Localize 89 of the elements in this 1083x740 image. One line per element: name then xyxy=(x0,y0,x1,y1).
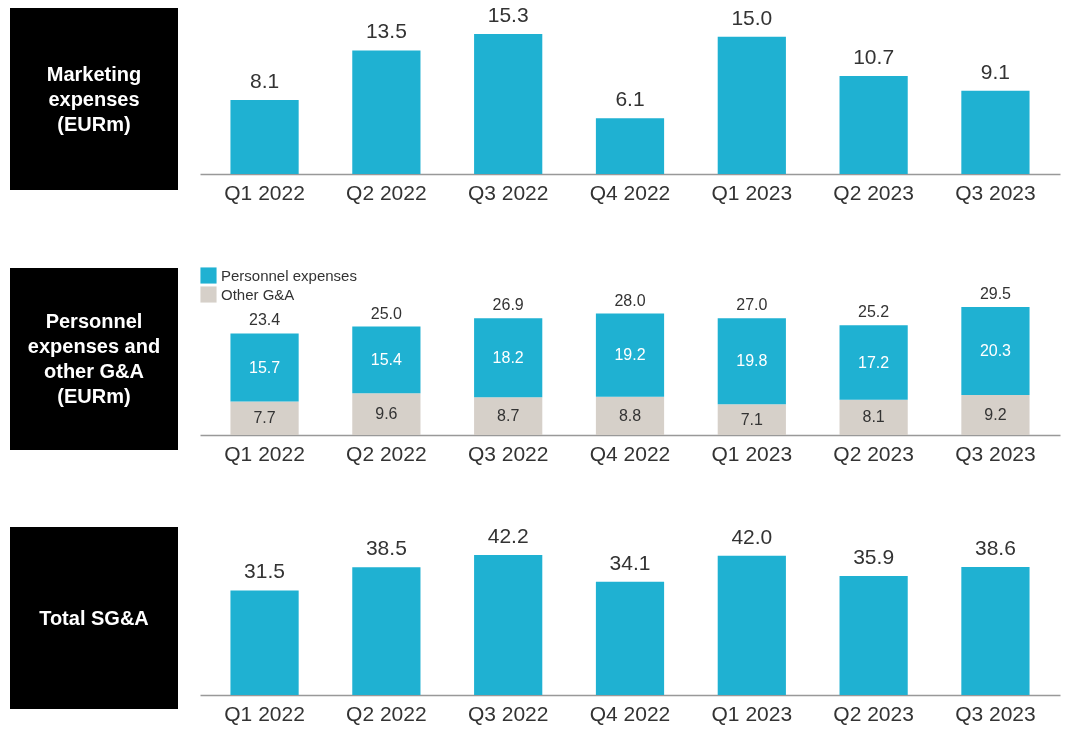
x-tick-label: Q2 2023 xyxy=(833,701,914,725)
data-label: 15.0 xyxy=(731,5,773,29)
total-label: 29.5 xyxy=(979,285,1012,302)
bar xyxy=(230,590,299,695)
data-label: 38.5 xyxy=(365,536,407,560)
bar xyxy=(961,307,1030,396)
legend-label: Personnel expenses xyxy=(221,266,357,284)
bar xyxy=(961,90,1030,174)
data-label: 42.0 xyxy=(731,524,773,548)
x-tick-label: Q3 2023 xyxy=(955,441,1036,465)
legend-label: Other G&A xyxy=(221,285,295,303)
bar xyxy=(595,581,665,695)
x-tick-label: Q2 2022 xyxy=(346,441,427,465)
data-label: 9.6 xyxy=(375,405,398,423)
x-tick-label: Q3 2023 xyxy=(955,701,1036,725)
data-label: 15.4 xyxy=(370,350,403,368)
data-label: 13.5 xyxy=(365,19,407,43)
data-label: 35.9 xyxy=(853,544,895,568)
bar xyxy=(595,396,665,435)
bar xyxy=(717,404,786,435)
x-tick-label: Q1 2023 xyxy=(711,441,793,465)
bar xyxy=(717,36,786,174)
x-tick-label: Q4 2022 xyxy=(589,701,671,725)
total-label: 23.4 xyxy=(248,311,281,329)
bar xyxy=(595,118,665,174)
data-label: 19.2 xyxy=(614,346,646,364)
bar xyxy=(352,567,421,695)
data-label: 38.6 xyxy=(975,535,1016,559)
x-tick-label: Q3 2022 xyxy=(467,701,549,725)
data-label: 19.8 xyxy=(736,352,768,370)
data-label: 7.1 xyxy=(740,410,764,428)
data-label: 34.1 xyxy=(609,550,651,574)
text: Personnel expenses and other G&A (EURm) xyxy=(10,268,178,450)
x-tick-label: Q1 2023 xyxy=(711,701,793,725)
x-tick-label: Q4 2022 xyxy=(589,441,671,465)
data-label: 6.1 xyxy=(615,87,645,111)
data-label: 9.1 xyxy=(980,59,1011,83)
data-label: 8.1 xyxy=(862,408,885,426)
bar xyxy=(230,99,299,174)
data-label: 9.2 xyxy=(984,406,1007,424)
bar xyxy=(839,399,908,435)
bar xyxy=(474,34,543,174)
bar xyxy=(230,401,299,435)
data-label: 31.5 xyxy=(244,559,285,583)
bar xyxy=(961,395,1030,435)
bar xyxy=(474,397,543,435)
x-tick-label: Q2 2022 xyxy=(346,180,427,204)
total-label: 27.0 xyxy=(736,296,768,314)
bar xyxy=(352,50,421,174)
x-tick-label: Q4 2022 xyxy=(589,180,671,204)
bar xyxy=(717,318,786,405)
text: Marketing expenses (EURm) xyxy=(10,8,178,190)
data-label: 8.7 xyxy=(497,407,520,425)
x-tick-label: Q1 2022 xyxy=(224,701,305,725)
data-label: 42.2 xyxy=(487,524,529,547)
data-label: 20.3 xyxy=(979,342,1012,360)
bar xyxy=(595,313,665,397)
bar xyxy=(717,555,786,695)
data-label: 15.7 xyxy=(248,358,281,376)
bar xyxy=(961,566,1030,695)
x-tick-label: Q1 2022 xyxy=(224,441,305,465)
bar xyxy=(230,333,299,402)
bar xyxy=(474,318,543,398)
data-label: 17.2 xyxy=(858,353,890,371)
x-tick-label: Q3 2022 xyxy=(467,180,549,204)
x-tick-label: Q2 2022 xyxy=(346,701,427,725)
x-tick-label: Q3 2023 xyxy=(955,180,1036,204)
bar xyxy=(839,575,908,695)
data-label: 18.2 xyxy=(492,348,524,366)
total-label: 26.9 xyxy=(492,296,524,314)
bar xyxy=(839,325,908,400)
data-label: 10.7 xyxy=(853,45,895,69)
bar xyxy=(474,555,543,695)
total-label: 25.0 xyxy=(370,304,403,322)
text: Total SG&A xyxy=(10,527,178,709)
data-label: 8.1 xyxy=(249,68,280,92)
x-tick-label: Q2 2023 xyxy=(833,180,914,204)
bar xyxy=(352,326,421,394)
data-label: 8.8 xyxy=(618,406,642,424)
data-label: 15.3 xyxy=(487,3,529,26)
x-tick-label: Q2 2023 xyxy=(833,441,914,465)
bar xyxy=(839,76,908,174)
x-tick-label: Q3 2022 xyxy=(467,441,549,465)
total-label: 25.2 xyxy=(858,303,890,321)
x-tick-label: Q1 2022 xyxy=(224,180,305,204)
data-label: 7.7 xyxy=(253,409,276,427)
total-label: 28.0 xyxy=(614,291,646,309)
x-tick-label: Q1 2023 xyxy=(711,180,793,204)
bar xyxy=(352,393,421,435)
